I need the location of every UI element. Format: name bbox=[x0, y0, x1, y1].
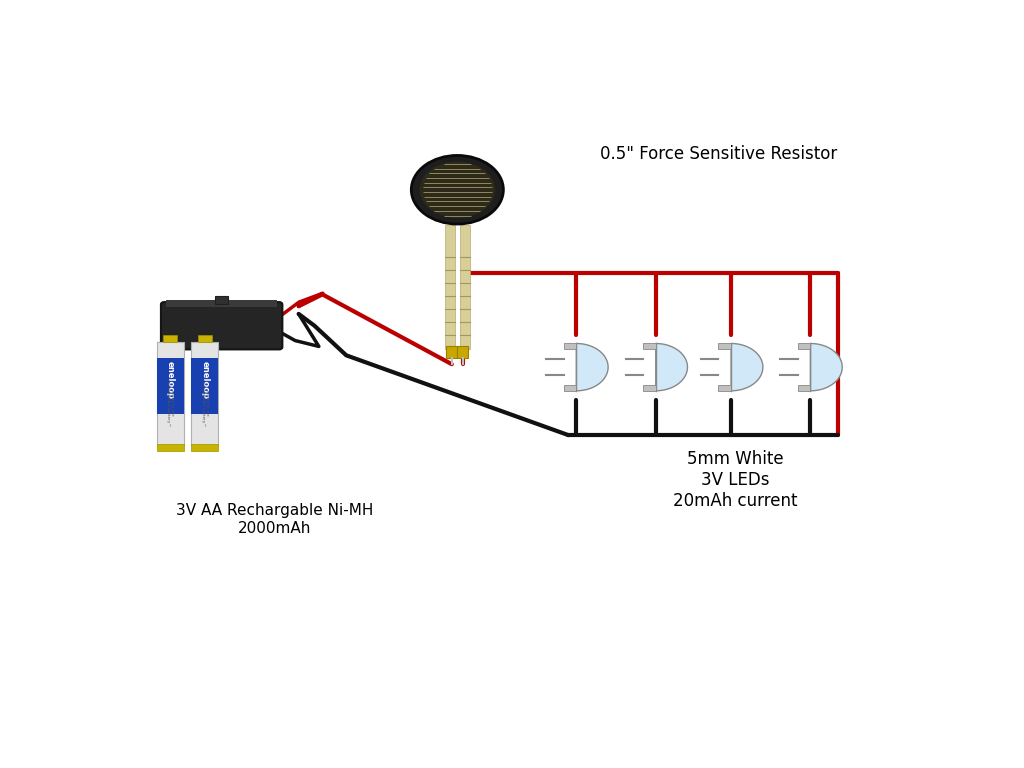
Bar bbox=[167, 300, 276, 307]
FancyBboxPatch shape bbox=[161, 302, 283, 349]
Bar bbox=[157, 342, 183, 445]
Bar bbox=[191, 342, 218, 445]
Bar bbox=[460, 225, 470, 349]
Text: ready to use
rechargeable battery™: ready to use rechargeable battery™ bbox=[166, 379, 174, 427]
Bar bbox=[458, 346, 468, 359]
Circle shape bbox=[412, 155, 504, 224]
Text: eneloop: eneloop bbox=[201, 361, 210, 399]
Bar bbox=[445, 225, 455, 349]
Bar bbox=[643, 385, 655, 391]
Polygon shape bbox=[577, 343, 608, 391]
Bar bbox=[563, 385, 577, 391]
Bar bbox=[446, 346, 458, 359]
Circle shape bbox=[420, 161, 495, 218]
Text: 0.5" Force Sensitive Resistor: 0.5" Force Sensitive Resistor bbox=[600, 145, 838, 164]
Polygon shape bbox=[811, 343, 842, 391]
Text: 5mm White
3V LEDs
20mAh current: 5mm White 3V LEDs 20mAh current bbox=[673, 450, 798, 509]
Polygon shape bbox=[731, 343, 763, 391]
Bar bbox=[719, 343, 731, 349]
Bar bbox=[215, 296, 228, 304]
Bar bbox=[157, 358, 183, 415]
Text: 3V AA Rechargable Ni-MH
2000mAh: 3V AA Rechargable Ni-MH 2000mAh bbox=[176, 503, 374, 535]
Bar bbox=[798, 385, 811, 391]
Bar bbox=[157, 444, 183, 452]
Text: ready to use
rechargeable battery™: ready to use rechargeable battery™ bbox=[201, 379, 209, 427]
Bar bbox=[719, 385, 731, 391]
Polygon shape bbox=[655, 343, 687, 391]
Bar bbox=[191, 358, 218, 415]
Bar bbox=[199, 335, 212, 342]
Bar bbox=[563, 343, 577, 349]
Text: eneloop: eneloop bbox=[166, 361, 174, 399]
Bar bbox=[191, 444, 218, 452]
Bar bbox=[163, 335, 177, 342]
Bar bbox=[643, 343, 655, 349]
Bar bbox=[798, 343, 811, 349]
